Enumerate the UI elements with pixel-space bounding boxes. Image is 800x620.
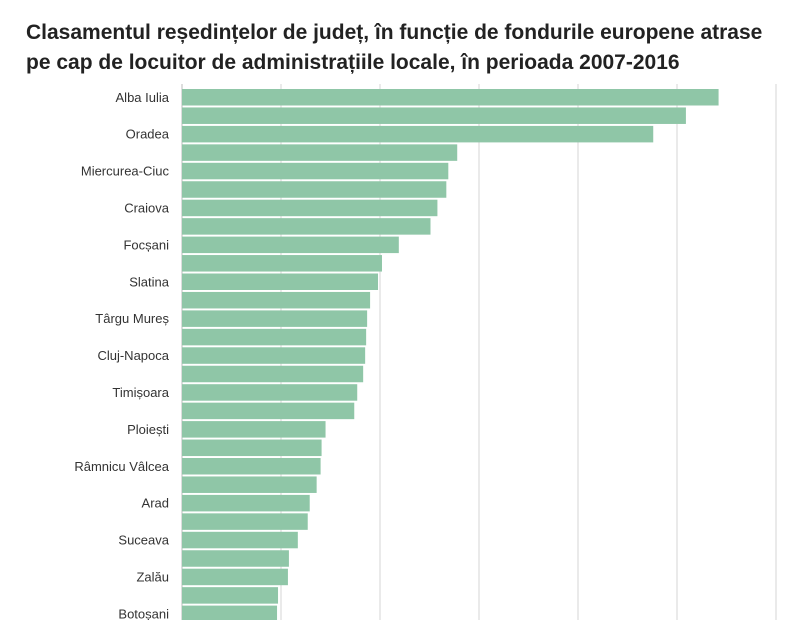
bar [182, 550, 289, 567]
bar [182, 458, 321, 475]
bar [182, 605, 278, 620]
bar [182, 236, 399, 254]
category-label: Oradea [126, 127, 170, 142]
bar [182, 513, 308, 530]
bar [182, 181, 447, 198]
category-label: Slatina [129, 274, 170, 289]
category-label: Cluj-Napoca [97, 348, 169, 363]
bar [182, 568, 288, 586]
bar [182, 199, 438, 217]
bar [182, 144, 458, 161]
bar [182, 402, 355, 420]
bar [182, 384, 358, 401]
category-label: Râmnicu Vâlcea [74, 459, 169, 474]
bar [182, 421, 326, 438]
category-label: Miercurea-Ciuc [81, 164, 170, 179]
bar [182, 273, 379, 290]
bar [182, 476, 317, 493]
bar [182, 439, 322, 457]
category-label: Alba Iulia [116, 90, 170, 105]
bar [182, 291, 371, 309]
bar [182, 328, 367, 346]
chart-title: Clasamentul reședințelor de județ, în fu… [26, 18, 786, 78]
bar [182, 89, 719, 106]
category-label: Botoșani [118, 606, 169, 620]
bar [182, 531, 298, 549]
bar [182, 162, 449, 180]
chart-title-line-2: pe cap de locuitor de administrațiile lo… [26, 51, 680, 74]
category-label: Arad [142, 496, 169, 511]
category-labels: Alba Iulia Oradea Miercurea-Ciuc Craiova Foc… [74, 90, 169, 620]
category-label: Târgu Mureș [95, 311, 169, 326]
bar [182, 347, 366, 364]
bar [182, 310, 368, 327]
bar [182, 587, 279, 604]
chart-title-line-1: Clasamentul reședințelor de județ, în fu… [26, 21, 763, 44]
bar [182, 107, 686, 124]
bars [182, 89, 719, 620]
category-label: Timișoara [112, 385, 169, 400]
category-label: Craiova [124, 200, 170, 215]
category-label: Suceava [118, 533, 169, 548]
category-label: Focșani [123, 237, 169, 252]
bar [182, 365, 364, 383]
bar [182, 255, 382, 272]
category-label: Ploiești [127, 422, 169, 437]
bar [182, 494, 310, 512]
bar [182, 218, 431, 235]
category-label: Zalău [136, 569, 169, 584]
bar [182, 125, 654, 143]
